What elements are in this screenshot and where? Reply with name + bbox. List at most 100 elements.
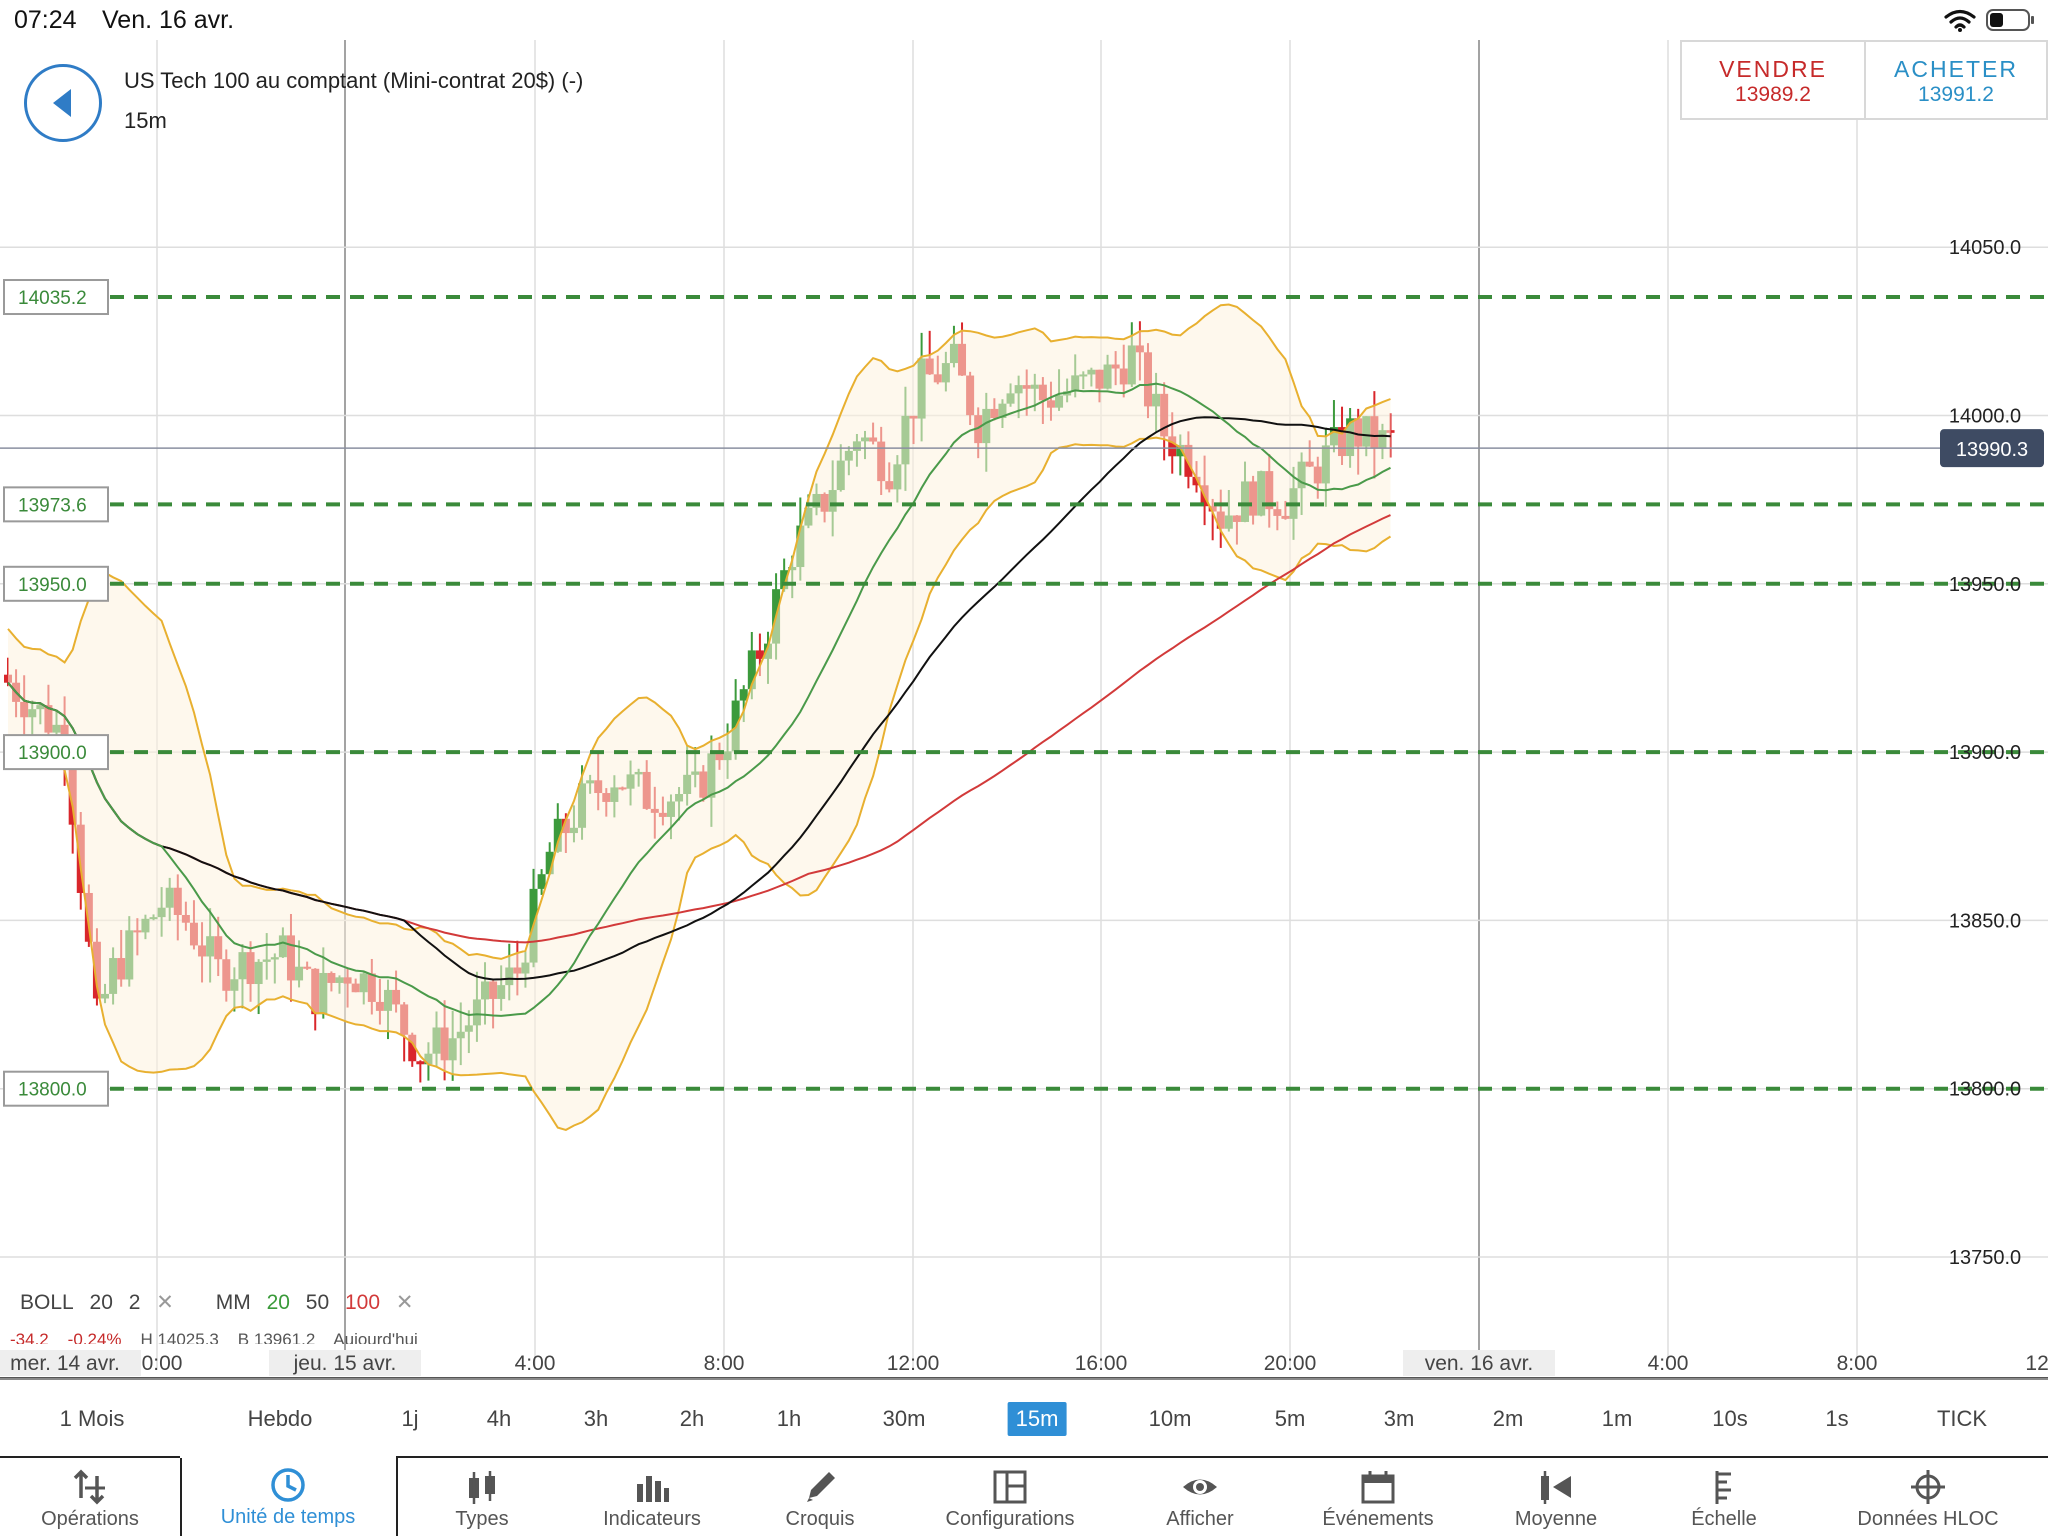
boll-period: 20 — [89, 1291, 113, 1314]
candle-body — [1386, 430, 1395, 433]
tab-layout[interactable]: Configurations — [904, 1458, 1116, 1536]
timeframe-10m[interactable]: 10m — [1148, 1406, 1192, 1431]
candle-body — [416, 1061, 425, 1065]
candle-body — [755, 650, 764, 659]
timeframe-tick[interactable]: TICK — [1936, 1406, 1988, 1431]
timeframe-3m[interactable]: 3m — [1383, 1406, 1415, 1431]
ohlc-change: -34.2 — [10, 1330, 49, 1344]
timeframe-1m[interactable]: 1m — [1601, 1406, 1633, 1431]
timeframe-2m[interactable]: 2m — [1492, 1406, 1524, 1431]
current-price-tag — [1940, 429, 2044, 468]
ma-name[interactable]: MM — [215, 1291, 251, 1314]
tab-label: Indicateurs — [603, 1508, 701, 1530]
pencil-icon — [807, 1472, 835, 1502]
wifi-icon — [1944, 9, 1976, 32]
ohlc-high: H 14025.3 — [140, 1330, 219, 1344]
buy-label: ACHETER — [1894, 56, 2018, 82]
timeframe-10s[interactable]: 10s — [1712, 1406, 1748, 1431]
tab-scale[interactable]: Échelle — [1640, 1458, 1808, 1536]
scale-icon — [1715, 1471, 1731, 1504]
boll-name[interactable]: BOLL — [20, 1291, 74, 1314]
tab-label: Croquis — [785, 1508, 855, 1530]
clock-icon — [271, 1468, 305, 1502]
date-label-box — [269, 1350, 421, 1376]
tab-label: Échelle — [1691, 1508, 1757, 1530]
timeframe-bar: 1 Mois Hebdo 1j 4h 3h 2h 1h 30m 15m 10m 5m 3m 2m 1m 10… — [0, 1378, 2048, 1458]
tab-pencil[interactable]: Croquis — [736, 1458, 904, 1536]
back-button[interactable] — [24, 64, 102, 142]
timeframe-5m[interactable]: 5m — [1274, 1406, 1306, 1431]
tab-label: Afficher — [1166, 1508, 1234, 1530]
bottom-tab-bar: Opérations Unité de temps Types Indicateurs… — [0, 1456, 2048, 1536]
tab-crosshair[interactable]: Données HLOC — [1808, 1458, 2048, 1536]
timeframe-hebdo[interactable]: Hebdo — [247, 1406, 313, 1431]
tab-label: Types — [455, 1508, 509, 1530]
tab-label: Configurations — [945, 1508, 1075, 1530]
tab-transfer-arrows[interactable]: Opérations — [0, 1458, 180, 1536]
x-tick-label: 12:00 — [887, 1352, 940, 1375]
remove-boll-icon[interactable]: ✕ — [156, 1291, 174, 1314]
level-tag-label: 13900.0 — [18, 743, 87, 764]
crosshair-icon — [1911, 1470, 1945, 1504]
ohlc-change-pct: -0.24% — [67, 1330, 122, 1344]
tab-candle-types[interactable]: Types — [396, 1458, 568, 1536]
timeframe-30m[interactable]: 30m — [882, 1406, 926, 1431]
status-time: 07:24 — [14, 6, 77, 34]
level-tag-label: 13950.0 — [18, 575, 87, 596]
timeframe-1j[interactable]: 1j — [401, 1406, 419, 1431]
candle-body — [545, 851, 554, 875]
candle-types-icon — [469, 1471, 495, 1504]
timeframe-3h[interactable]: 3h — [583, 1406, 609, 1431]
back-arrow-icon — [53, 89, 71, 117]
sell-price: 13989.2 — [1735, 83, 1811, 106]
trade-box: VENDRE 13989.2 ACHETER 13991.2 — [1680, 40, 2048, 120]
level-tag-label: 14035.2 — [18, 288, 87, 309]
timeframe-1s[interactable]: 1s — [1825, 1406, 1849, 1431]
x-tick-label: 12: — [2025, 1352, 2048, 1375]
candle-body — [739, 689, 748, 701]
battery-icon — [1986, 9, 2034, 31]
level-tag-label: 13800.0 — [18, 1080, 87, 1101]
status-date: Ven. 16 avr. — [102, 6, 235, 34]
ohlc-session: Aujourd'hui — [333, 1330, 418, 1344]
level-tag — [3, 279, 109, 316]
timeframe-1-mois[interactable]: 1 Mois — [59, 1406, 125, 1431]
tab-average[interactable]: Moyenne — [1472, 1458, 1640, 1536]
y-tick-label: 13950.0 — [1949, 574, 2021, 596]
tab-divider — [396, 1458, 398, 1536]
tab-calendar[interactable]: Événements — [1284, 1458, 1472, 1536]
timeframe-15m[interactable]: 15m — [1007, 1402, 1067, 1436]
timeframe-1h[interactable]: 1h — [776, 1406, 802, 1431]
level-tag-label: 13973.6 — [18, 495, 87, 516]
x-tick-label: 8:00 — [704, 1352, 745, 1375]
average-icon — [1541, 1471, 1571, 1504]
ohlc-low: B 13961.2 — [237, 1330, 316, 1344]
chart-timeframe-label: 15m — [124, 108, 167, 133]
ma20-line — [7, 382, 1391, 1017]
y-tick-label: 14000.0 — [1949, 406, 2021, 428]
bollinger-upper — [7, 303, 1391, 960]
x-tick-label: 8:00 — [1837, 1352, 1878, 1375]
tab-label: Moyenne — [1514, 1508, 1598, 1530]
sell-button[interactable]: VENDRE 13989.2 — [1682, 42, 1866, 118]
indicator-legend: BOLL 20 2 ✕ MM 20 50 100 ✕ — [20, 1290, 423, 1315]
tab-label: Opérations — [41, 1508, 139, 1530]
tab-eye[interactable]: Afficher — [1116, 1458, 1284, 1536]
x-tick-label: 4:00 — [1648, 1352, 1689, 1375]
tab-clock[interactable]: Unité de temps — [180, 1456, 396, 1536]
candle-body — [1168, 436, 1177, 457]
timeframe-2h[interactable]: 2h — [679, 1406, 705, 1431]
remove-ma-icon[interactable]: ✕ — [395, 1291, 414, 1314]
x-tick-label: 4:00 — [515, 1352, 556, 1375]
level-tag — [3, 734, 109, 771]
layout-icon — [993, 1470, 1027, 1504]
x-tick-label: ven. 16 avr. — [1425, 1352, 1534, 1375]
buy-button[interactable]: ACHETER 13991.2 — [1866, 42, 2046, 118]
y-tick-label: 13900.0 — [1949, 742, 2021, 764]
tab-bar-indicators[interactable]: Indicateurs — [568, 1458, 736, 1536]
bollinger-band-fill — [8, 304, 1391, 1130]
level-tag — [3, 1070, 109, 1107]
x-tick-label: 20:00 — [1264, 1352, 1317, 1375]
timeframe-4h[interactable]: 4h — [486, 1406, 512, 1431]
